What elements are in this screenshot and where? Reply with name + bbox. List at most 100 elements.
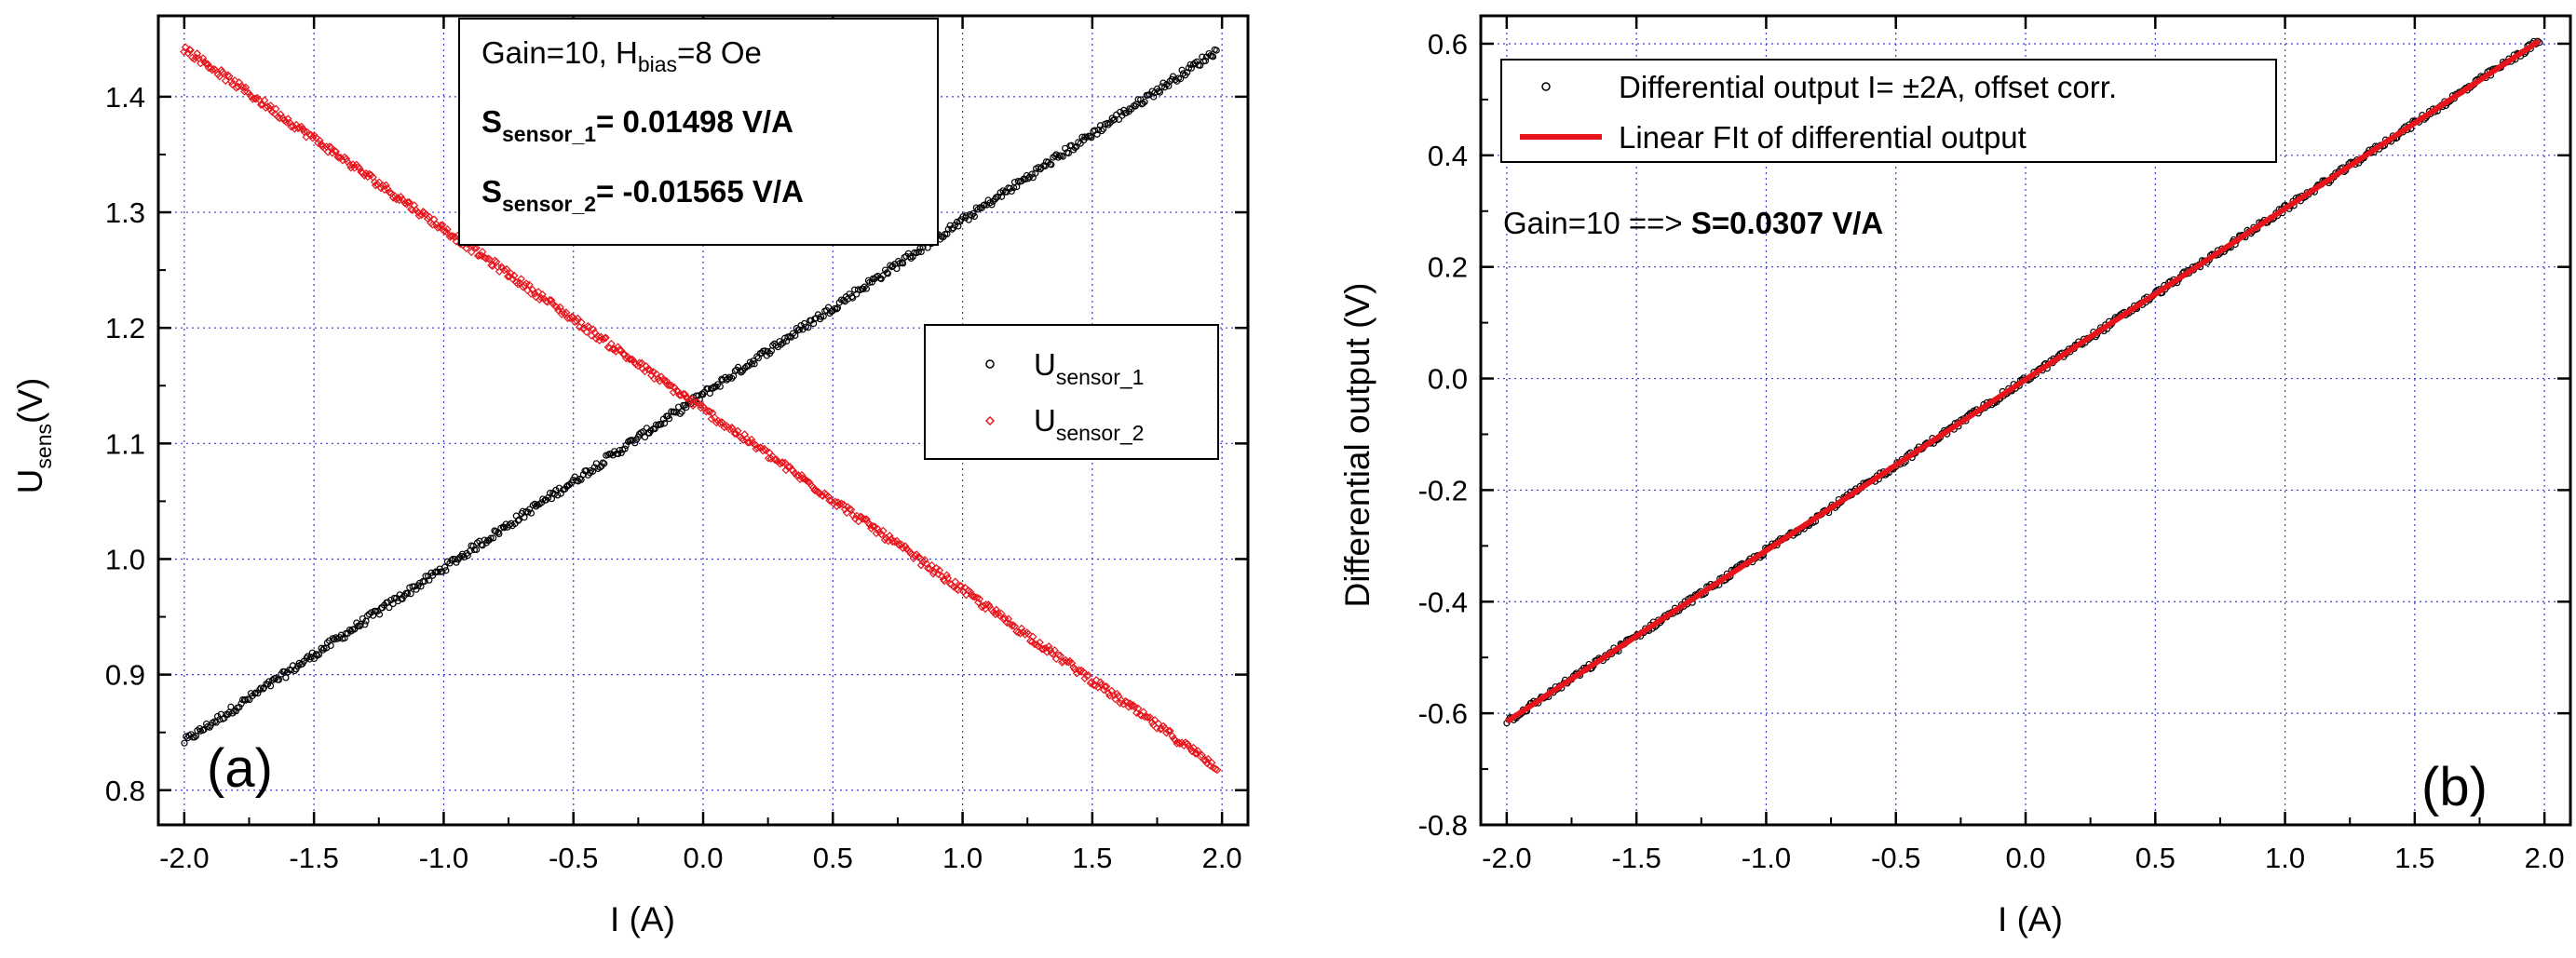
data-point <box>1088 134 1095 142</box>
data-point <box>1104 119 1111 127</box>
x-tick-label: 2.0 <box>1202 842 1242 874</box>
data-point <box>1193 747 1202 756</box>
data-point <box>491 527 498 534</box>
data-point <box>747 435 756 444</box>
data-point <box>862 515 871 524</box>
data-point <box>724 375 732 383</box>
data-point <box>342 155 351 163</box>
data-point <box>1213 765 1222 775</box>
data-point <box>527 509 536 517</box>
data-point <box>266 101 275 110</box>
data-point <box>199 726 207 735</box>
data-point <box>610 344 619 354</box>
data-point <box>974 206 982 213</box>
data-point <box>890 537 900 546</box>
data-point <box>346 627 354 634</box>
data-point <box>748 360 755 368</box>
y-tick-label: 0.0 <box>1428 363 1468 396</box>
data-point <box>278 114 288 122</box>
data-point <box>1105 689 1113 697</box>
data-point <box>817 313 825 320</box>
legend-label-differential: Differential output I= ±2A, offset corr. <box>1619 70 2117 104</box>
data-point <box>386 603 393 612</box>
data-point <box>443 224 452 234</box>
data-point <box>942 571 952 580</box>
data-point <box>887 262 894 269</box>
data-point <box>413 586 420 593</box>
data-point <box>462 244 471 253</box>
x-tick-label: 1.0 <box>2265 842 2305 874</box>
x-tick-label: 2.0 <box>2525 842 2565 874</box>
data-point <box>317 140 326 149</box>
data-point <box>1109 691 1119 700</box>
data-point <box>897 540 906 549</box>
data-point <box>1209 53 1217 61</box>
data-point <box>467 248 476 257</box>
data-point <box>256 101 265 109</box>
data-point <box>1078 668 1088 676</box>
data-point <box>363 172 373 182</box>
data-point <box>795 326 803 333</box>
data-point <box>403 590 411 598</box>
data-point <box>789 466 797 475</box>
data-point <box>357 621 364 628</box>
data-point <box>473 251 482 261</box>
data-point <box>181 43 190 52</box>
data-point <box>1037 644 1047 654</box>
data-point <box>685 396 694 405</box>
data-point <box>234 82 243 91</box>
panel-label-b: (b) <box>2421 757 2488 817</box>
data-point <box>530 289 539 298</box>
data-point <box>779 458 787 467</box>
data-point <box>1016 629 1025 638</box>
data-point <box>1024 629 1033 639</box>
data-point <box>862 285 870 292</box>
data-point <box>912 550 921 559</box>
data-point <box>758 446 767 455</box>
data-point <box>731 429 740 439</box>
data-point <box>778 458 786 467</box>
data-point <box>251 690 259 697</box>
data-point <box>198 54 208 62</box>
data-point <box>805 324 812 331</box>
data-point <box>1162 728 1171 737</box>
y-tick-label: -0.6 <box>1418 697 1468 730</box>
data-point <box>469 542 477 550</box>
data-point <box>383 184 392 194</box>
data-point <box>1048 161 1055 169</box>
data-point <box>275 676 283 683</box>
data-point <box>344 629 351 637</box>
data-point <box>254 690 262 697</box>
data-point <box>970 212 979 221</box>
data-point <box>607 339 616 348</box>
data-point <box>893 264 901 273</box>
data-point <box>442 567 450 574</box>
data-point <box>819 492 827 500</box>
data-point <box>658 421 665 428</box>
data-point <box>1063 657 1071 667</box>
data-point <box>350 164 359 172</box>
y-tick-label: 0.8 <box>105 775 145 807</box>
annotation-s1-a: Ssensor_1= 0.01498 V/A <box>481 104 793 146</box>
data-point <box>1164 726 1173 735</box>
data-point <box>801 319 808 328</box>
data-point <box>1097 681 1105 689</box>
data-point <box>690 399 699 409</box>
data-point <box>888 537 897 546</box>
data-point <box>1166 726 1174 735</box>
data-point <box>327 641 334 650</box>
y-tick-label: 1.1 <box>105 427 145 460</box>
data-point <box>715 419 725 427</box>
data-point <box>641 433 649 441</box>
data-point <box>438 221 447 229</box>
data-point <box>315 136 324 145</box>
legend-box-a <box>924 324 1219 460</box>
legend-label-linear-fit: Linear FIt of differential output <box>1619 120 2027 155</box>
data-point <box>250 94 259 103</box>
data-point <box>1213 47 1220 54</box>
data-point <box>1080 674 1090 682</box>
annotation-gain-a: Gain=10, Hbias=8 Oe <box>481 35 762 76</box>
data-point <box>227 77 236 86</box>
data-point <box>1098 127 1105 135</box>
data-point <box>440 227 449 236</box>
